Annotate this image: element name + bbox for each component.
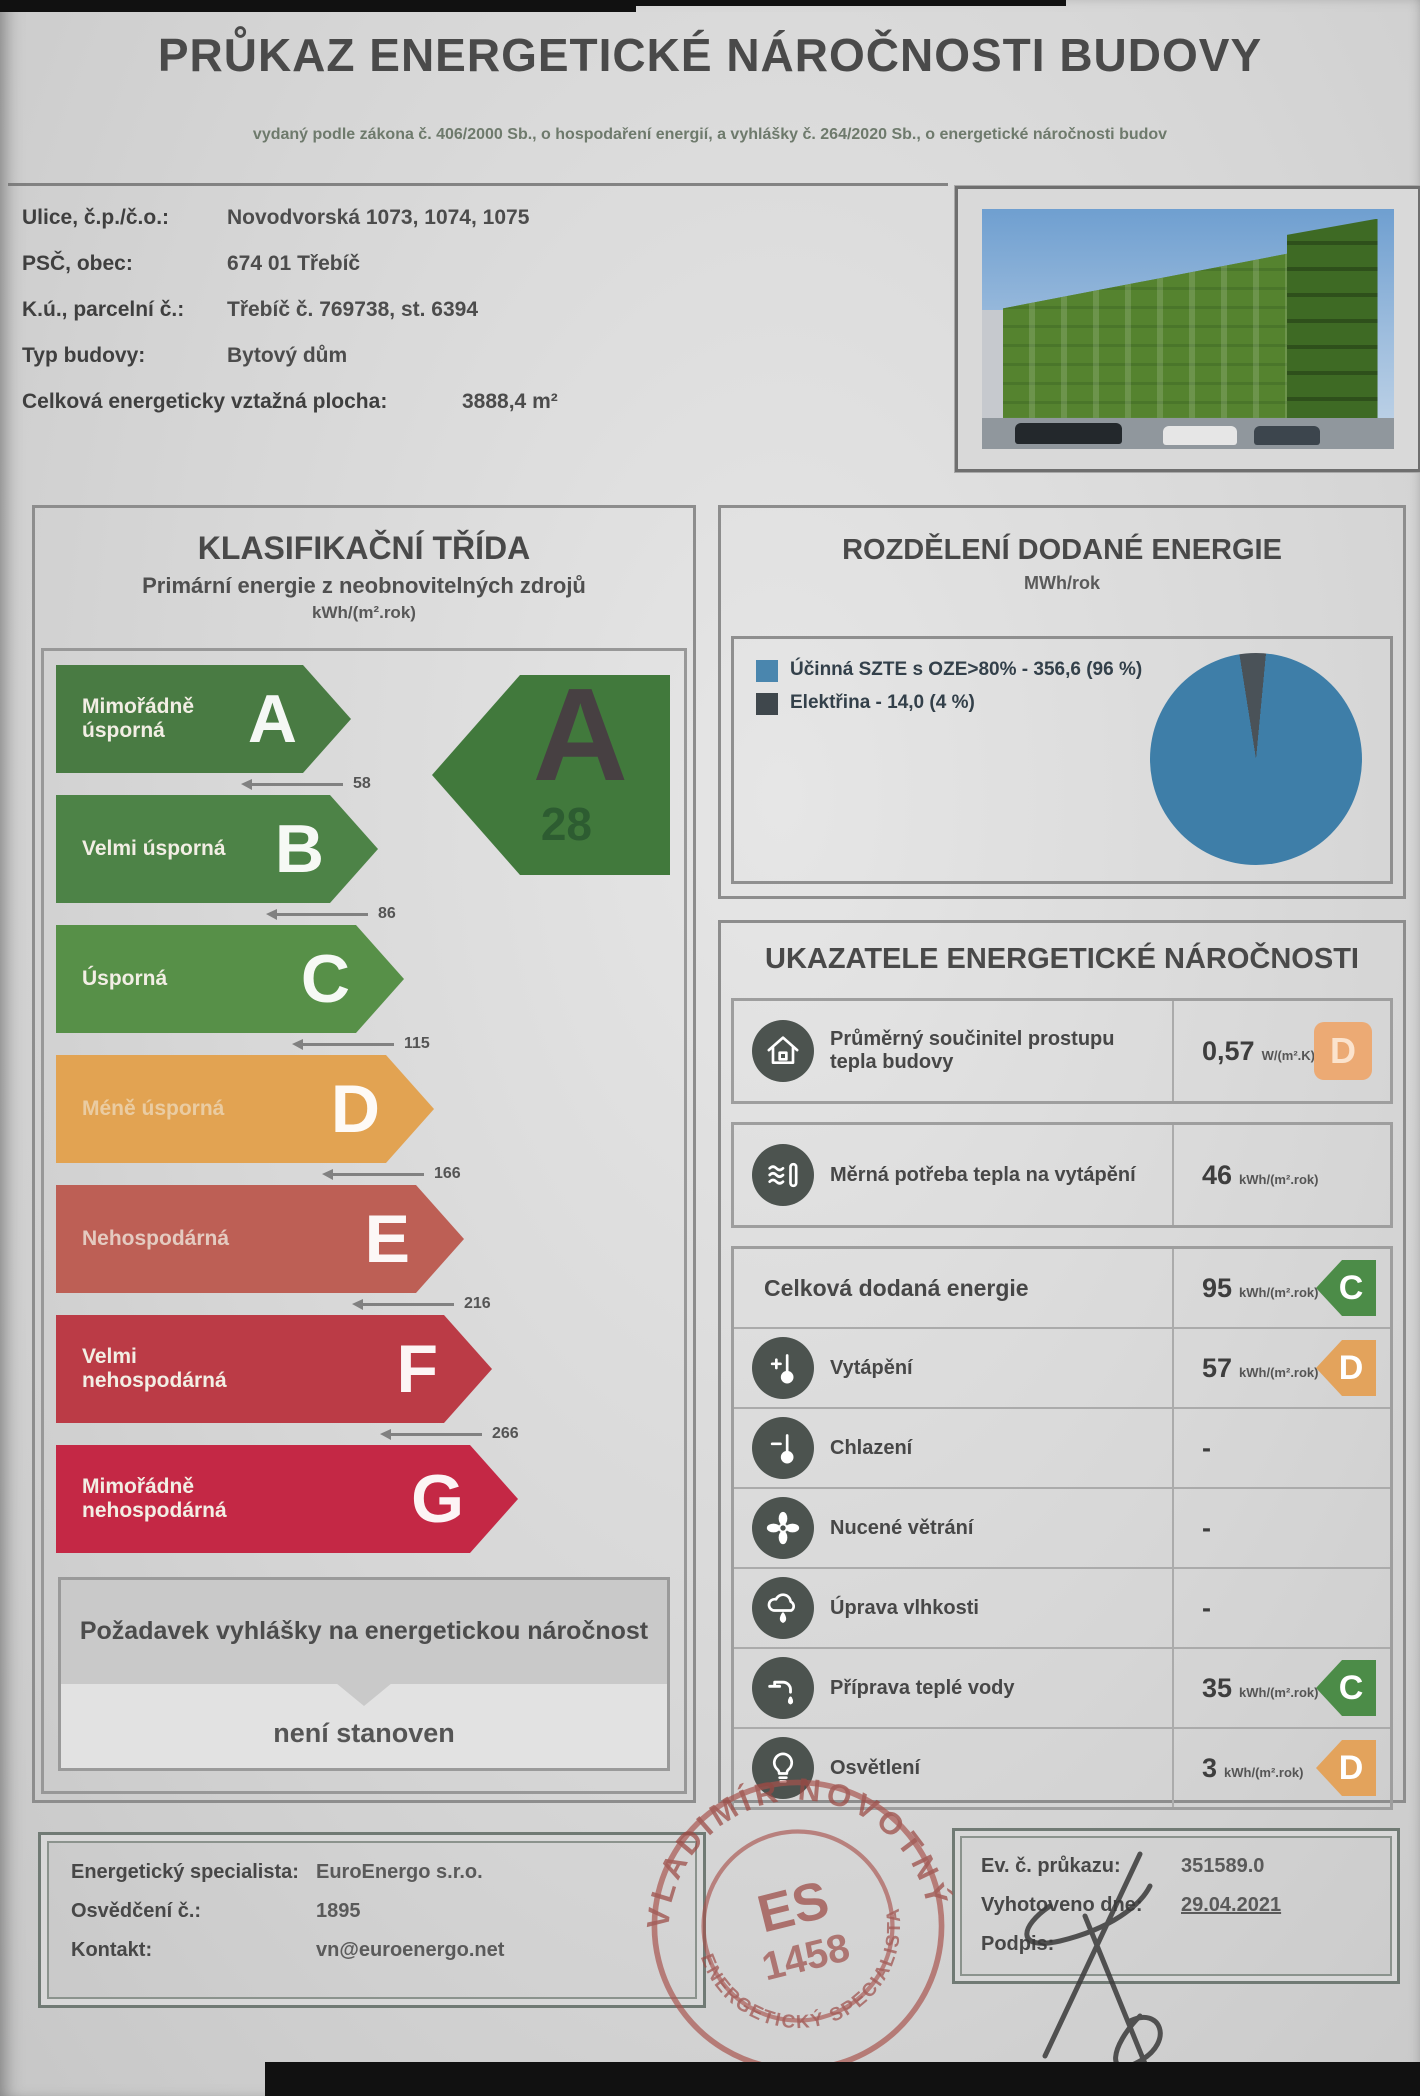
- indicators-panel: UKAZATELE ENERGETICKÉ NÁROČNOSTI Průměrn…: [718, 920, 1406, 1810]
- threshold-c-d: 115: [292, 1035, 672, 1052]
- requirement-notch: [336, 1683, 392, 1706]
- indicator-row-ventilation: Nucené větrání -: [734, 1487, 1390, 1567]
- threshold-b-c: 86: [266, 905, 672, 922]
- indicator-row-total-energy: Celková dodaná energie 95 kWh/(m².rok) C: [734, 1249, 1390, 1327]
- building-photo-gable: [1286, 218, 1378, 423]
- class-arrow-f: Velmi nehospodárná F: [56, 1315, 492, 1423]
- result-class-letter: A: [532, 661, 628, 808]
- page-title: PRŮKAZ ENERGETICKÉ NÁROČNOSTI BUDOVY: [157, 29, 1263, 81]
- info-row-area: Celková energeticky vztažná plocha: 3888…: [22, 390, 558, 413]
- threshold-f-g: 266: [380, 1425, 672, 1442]
- classification-scale: Mimořádně úsporná A 58 Velmi úsporná B 8…: [56, 665, 672, 1553]
- car-gray: [1253, 426, 1320, 446]
- requirement-box: Požadavek vyhlášky na energetickou nároč…: [58, 1577, 670, 1771]
- scan-edge-top: [0, 0, 636, 12]
- grade-badge-c: C: [1316, 1660, 1376, 1716]
- info-row-city: PSČ, obec: 674 01 Třebíč: [22, 252, 361, 275]
- specialist-row: Energetický specialista: EuroEnergo s.r.…: [71, 1861, 483, 1883]
- thermometer-minus-icon: [752, 1417, 814, 1479]
- class-arrow-e: Nehospodárná E: [56, 1185, 464, 1293]
- indicator-row-heating: Vytápění 57 kWh/(m².rok) D: [734, 1327, 1390, 1407]
- energy-split-unit: MWh/rok: [1024, 573, 1100, 593]
- grade-badge-d: D: [1314, 1022, 1372, 1080]
- info-row-type: Typ budovy: Bytový dům: [22, 344, 348, 367]
- energy-split-chart-box: Účinná SZTE s OZE>80% - 356,6 (96 %) Ele…: [731, 636, 1393, 884]
- car-dark: [1014, 422, 1123, 445]
- info-row-street: Ulice, č.p./č.o.: Novodvorská 1073, 1074…: [22, 206, 530, 229]
- threshold-e-f: 216: [352, 1295, 672, 1312]
- energy-split-panel: ROZDĚLENÍ DODANÉ ENERGIE MWh/rok Účinná …: [718, 505, 1406, 899]
- info-row-parcel: K.ú., parcelní č.: Třebíč č. 769738, st.…: [22, 298, 479, 321]
- classification-unit: kWh/(m².rok): [312, 603, 416, 622]
- tap-icon: [752, 1657, 814, 1719]
- specialist-stamp: VLADIMÍR NOVOTNÝ ENERGETICKÝ SPECIALISTA…: [612, 1738, 956, 2073]
- classification-scale-frame: Mimořádně úsporná A 58 Velmi úsporná B 8…: [41, 648, 687, 1794]
- page-subtitle: vydaný podle zákona č. 406/2000 Sb., o h…: [252, 126, 1168, 143]
- indicators-title: UKAZATELE ENERGETICKÉ NÁROČNOSTI: [765, 943, 1359, 975]
- record-number-row: Ev. č. průkazu: 351589.0: [981, 1855, 1265, 1877]
- result-class-arrow: A 28: [432, 675, 670, 875]
- requirement-label: Požadavek vyhlášky na energetickou nároč…: [61, 1580, 667, 1706]
- indicator-group: Celková dodaná energie 95 kWh/(m².rok) C…: [731, 1246, 1393, 1810]
- scan-edge-top-2: [636, 0, 1066, 6]
- legend-swatch-dark: [756, 693, 778, 715]
- building-photo: [982, 209, 1394, 449]
- legend-swatch-blue: [756, 660, 778, 682]
- threshold-d-e: 166: [322, 1165, 672, 1182]
- class-arrow-g: Mimořádně nehospodárná G: [56, 1445, 518, 1553]
- class-arrow-b: Velmi úsporná B: [56, 795, 378, 903]
- grade-badge-d: D: [1316, 1340, 1376, 1396]
- pie-legend: Účinná SZTE s OZE>80% - 356,6 (96 %) Ele…: [756, 659, 1142, 725]
- threshold-a-b: 58: [241, 775, 672, 792]
- indicator-row-lighting: Osvětlení 3 kWh/(m².rok) D: [734, 1727, 1390, 1807]
- house-icon: [752, 1020, 814, 1082]
- indicator-row-heat-demand: Měrná potřeba tepla na vytápění 46 kWh/(…: [731, 1122, 1393, 1228]
- energy-split-title: ROZDĚLENÍ DODANÉ ENERGIE: [842, 534, 1282, 566]
- classification-title: KLASIFIKAČNÍ TŘÍDA: [197, 530, 531, 566]
- class-arrow-c: Úsporná C: [56, 925, 404, 1033]
- thermometer-plus-icon: [752, 1337, 814, 1399]
- result-class-value: 28: [540, 798, 592, 850]
- class-arrow-a: Mimořádně úsporná A: [56, 665, 351, 773]
- record-box: Ev. č. průkazu: 351589.0 Vyhotoveno dne:…: [952, 1828, 1400, 1984]
- class-arrow-d: Méně úsporná D: [56, 1055, 434, 1163]
- indicator-row-humidity: Úprava vlhkosti -: [734, 1567, 1390, 1647]
- scan-edge-bottom: [265, 2062, 1420, 2096]
- signature: [1024, 1851, 1163, 2079]
- legend-item-electricity: Elektřina - 14,0 (4 %): [756, 692, 1142, 715]
- classification-subtitle: Primární energie z neobnovitelných zdroj…: [142, 573, 586, 598]
- grade-badge-d: D: [1316, 1740, 1376, 1796]
- header-divider: [8, 183, 948, 186]
- car-white: [1163, 426, 1238, 446]
- building-photo-frame: [955, 186, 1420, 472]
- contact-row: Kontakt: vn@euroenergo.net: [71, 1939, 505, 1961]
- signature-row: Podpis:: [981, 1933, 1055, 1955]
- grade-badge-c: C: [1316, 1260, 1376, 1316]
- humidity-icon: [752, 1577, 814, 1639]
- building-photo-facade: [1002, 252, 1296, 418]
- classification-panel: KLASIFIKAČNÍ TŘÍDA Primární energie z ne…: [32, 505, 696, 1803]
- requirement-value: není stanoven: [273, 1718, 455, 1748]
- issue-date-row: Vyhotoveno dne: 29.04.2021: [981, 1894, 1282, 1916]
- radiator-icon: [752, 1144, 814, 1206]
- fan-icon: [752, 1497, 814, 1559]
- indicator-row-hot-water: Příprava teplé vody 35 kWh/(m².rok) C: [734, 1647, 1390, 1727]
- legend-item-szte: Účinná SZTE s OZE>80% - 356,6 (96 %): [756, 659, 1142, 682]
- pie-chart: [1150, 653, 1362, 865]
- certificate-number-row: Osvědčení č.: 1895: [71, 1900, 361, 1922]
- indicator-row-u-value: Průměrný součinitel prostupu tepla budov…: [731, 998, 1393, 1104]
- building-info: Ulice, č.p./č.o.: Novodvorská 1073, 1074…: [22, 206, 922, 436]
- indicator-row-cooling: Chlazení -: [734, 1407, 1390, 1487]
